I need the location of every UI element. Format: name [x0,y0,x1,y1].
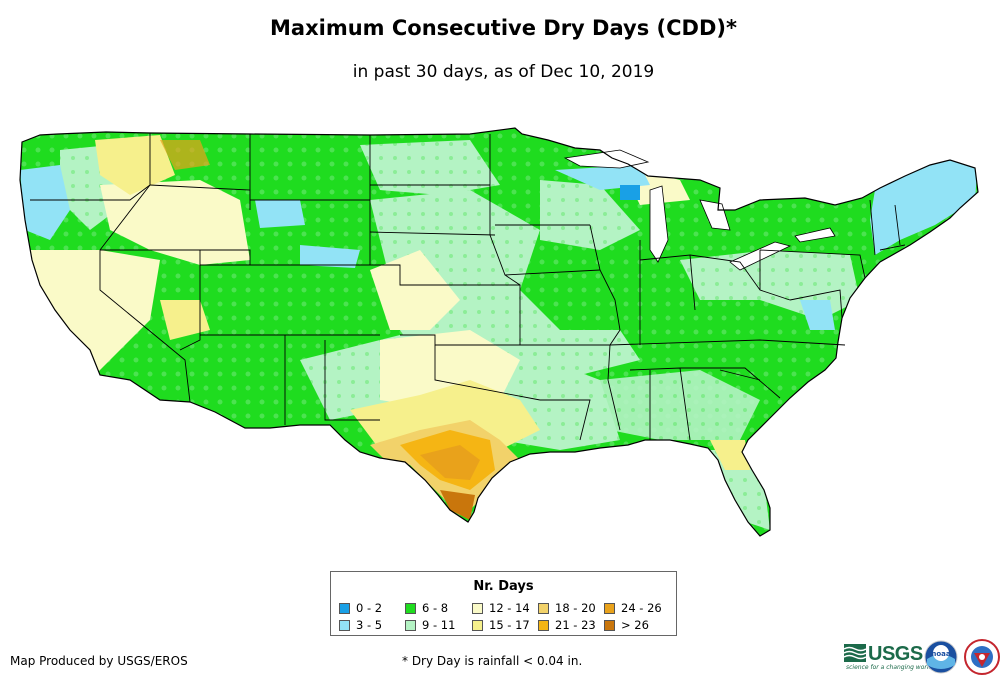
noaa-logo-text: noaa [931,650,951,658]
nws-logo-icon [964,639,1000,675]
legend-swatch [339,620,350,631]
legend-item: > 26 [604,618,649,632]
legend-item: 6 - 8 [405,601,448,615]
lake-huron [699,199,731,231]
legend-swatch [538,620,549,631]
legend-swatch [472,620,483,631]
legend-item: 21 - 23 [538,618,596,632]
legend-swatch [538,603,549,614]
legend-swatch [472,603,483,614]
legend-swatch [405,603,416,614]
map-subtitle: in past 30 days, as of Dec 10, 2019 [352,62,655,82]
state-boundaries [19,127,979,537]
legend-swatch [405,620,416,631]
legend-item: 24 - 26 [604,601,662,615]
legend-item: 9 - 11 [405,618,455,632]
legend-item: 0 - 2 [339,601,382,615]
usgs-logo-icon: USGS [844,643,923,666]
lake-michigan [649,185,669,263]
map-title: Maximum Consecutive Dry Days (CDD)* [270,16,737,40]
map-credit: Map Produced by USGS/EROS [10,654,188,668]
lake-ontario [794,227,836,243]
legend-swatch [339,603,350,614]
legend-item: 15 - 17 [472,618,530,632]
usgs-waves-icon [844,644,866,662]
legend-title: Nr. Days [473,579,534,594]
usgs-tagline: science for a changing world [846,664,933,671]
legend-item: 18 - 20 [538,601,596,615]
legend-item: 12 - 14 [472,601,530,615]
noaa-logo-icon: noaa [924,640,958,674]
legend: Nr. Days 0 - 2 3 - 5 6 - 8 9 - 11 12 - 1… [330,571,677,636]
legend-item: 3 - 5 [339,618,382,632]
dry-day-footnote: * Dry Day is rainfall < 0.04 in. [402,654,583,668]
legend-swatch [604,620,615,631]
legend-swatch [604,603,615,614]
